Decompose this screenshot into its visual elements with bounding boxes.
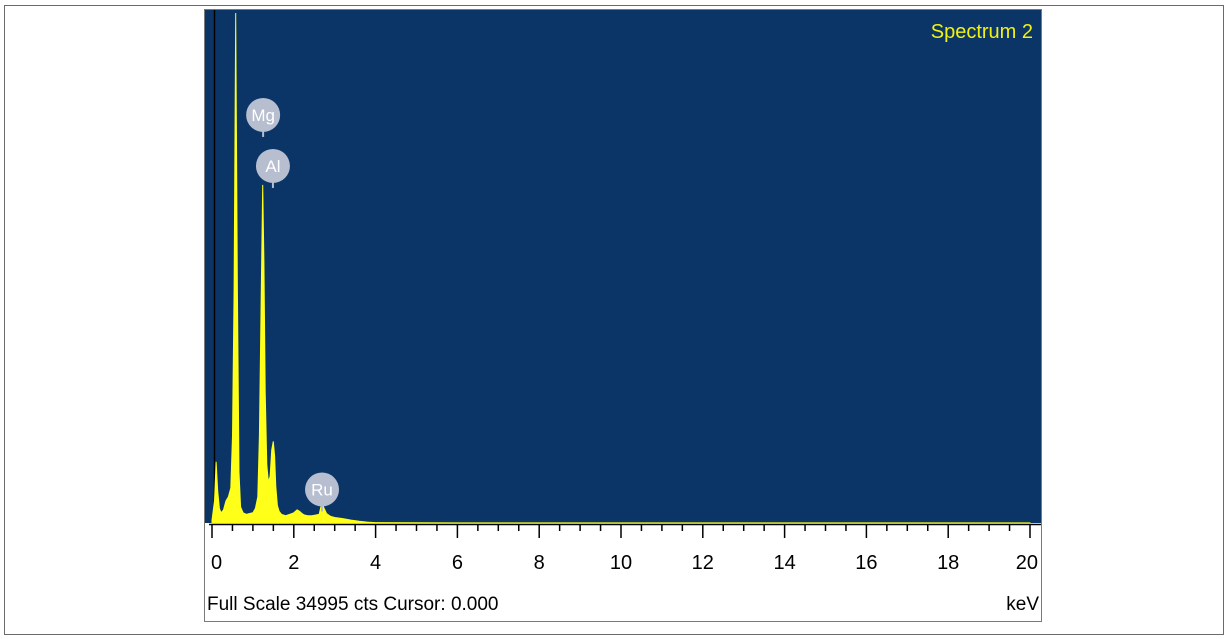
spectrum-window: Mg Al Ru Spectrum 2 0 2 4 6 8 10 12 14 16 18 20 Full… bbox=[204, 9, 1042, 622]
peak-label-text: Mg bbox=[251, 106, 275, 125]
spectrum-area bbox=[211, 12, 1031, 524]
x-tick-label: 10 bbox=[610, 552, 632, 574]
status-unit: keV bbox=[1006, 594, 1039, 615]
plot-background bbox=[205, 10, 1041, 523]
peak-label-al: Al bbox=[255, 148, 290, 188]
peak-markers: Mg Al Ru bbox=[246, 97, 340, 512]
x-tick-label: 8 bbox=[534, 552, 545, 574]
x-axis-tick-labels: 0 2 4 6 8 10 12 14 16 18 20 bbox=[211, 552, 1038, 574]
peak-label-text: Al bbox=[265, 157, 280, 176]
x-tick-label: 0 bbox=[211, 552, 222, 574]
x-tick-label: 2 bbox=[288, 552, 299, 574]
spectrum-chart: Mg Al Ru Spectrum 2 0 2 4 6 8 10 12 14 16 18 20 Full… bbox=[205, 10, 1041, 615]
x-tick-label: 16 bbox=[855, 552, 877, 574]
x-tick-label: 20 bbox=[1016, 552, 1038, 574]
peak-label-mg: Mg bbox=[246, 97, 281, 137]
x-tick-label: 6 bbox=[452, 552, 463, 574]
peak-marker-circle bbox=[305, 472, 340, 507]
x-tick-label: 12 bbox=[692, 552, 714, 574]
peak-label-text: Ru bbox=[311, 480, 333, 499]
chart-title: Spectrum 2 bbox=[931, 21, 1033, 43]
x-tick-label: 14 bbox=[773, 552, 795, 574]
x-axis-ticks bbox=[211, 525, 1031, 538]
status-full-scale: Full Scale 34995 cts Cursor: 0.000 bbox=[207, 594, 499, 615]
peak-label-ru: Ru bbox=[305, 472, 340, 512]
x-tick-label: 18 bbox=[937, 552, 959, 574]
peak-marker-circle bbox=[255, 148, 290, 183]
x-tick-label: 4 bbox=[370, 552, 381, 574]
peak-marker-circle bbox=[246, 97, 281, 132]
